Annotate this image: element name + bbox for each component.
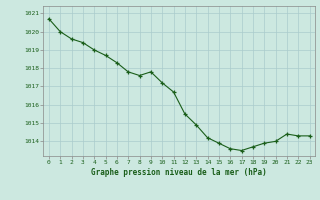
X-axis label: Graphe pression niveau de la mer (hPa): Graphe pression niveau de la mer (hPa) <box>91 168 267 177</box>
